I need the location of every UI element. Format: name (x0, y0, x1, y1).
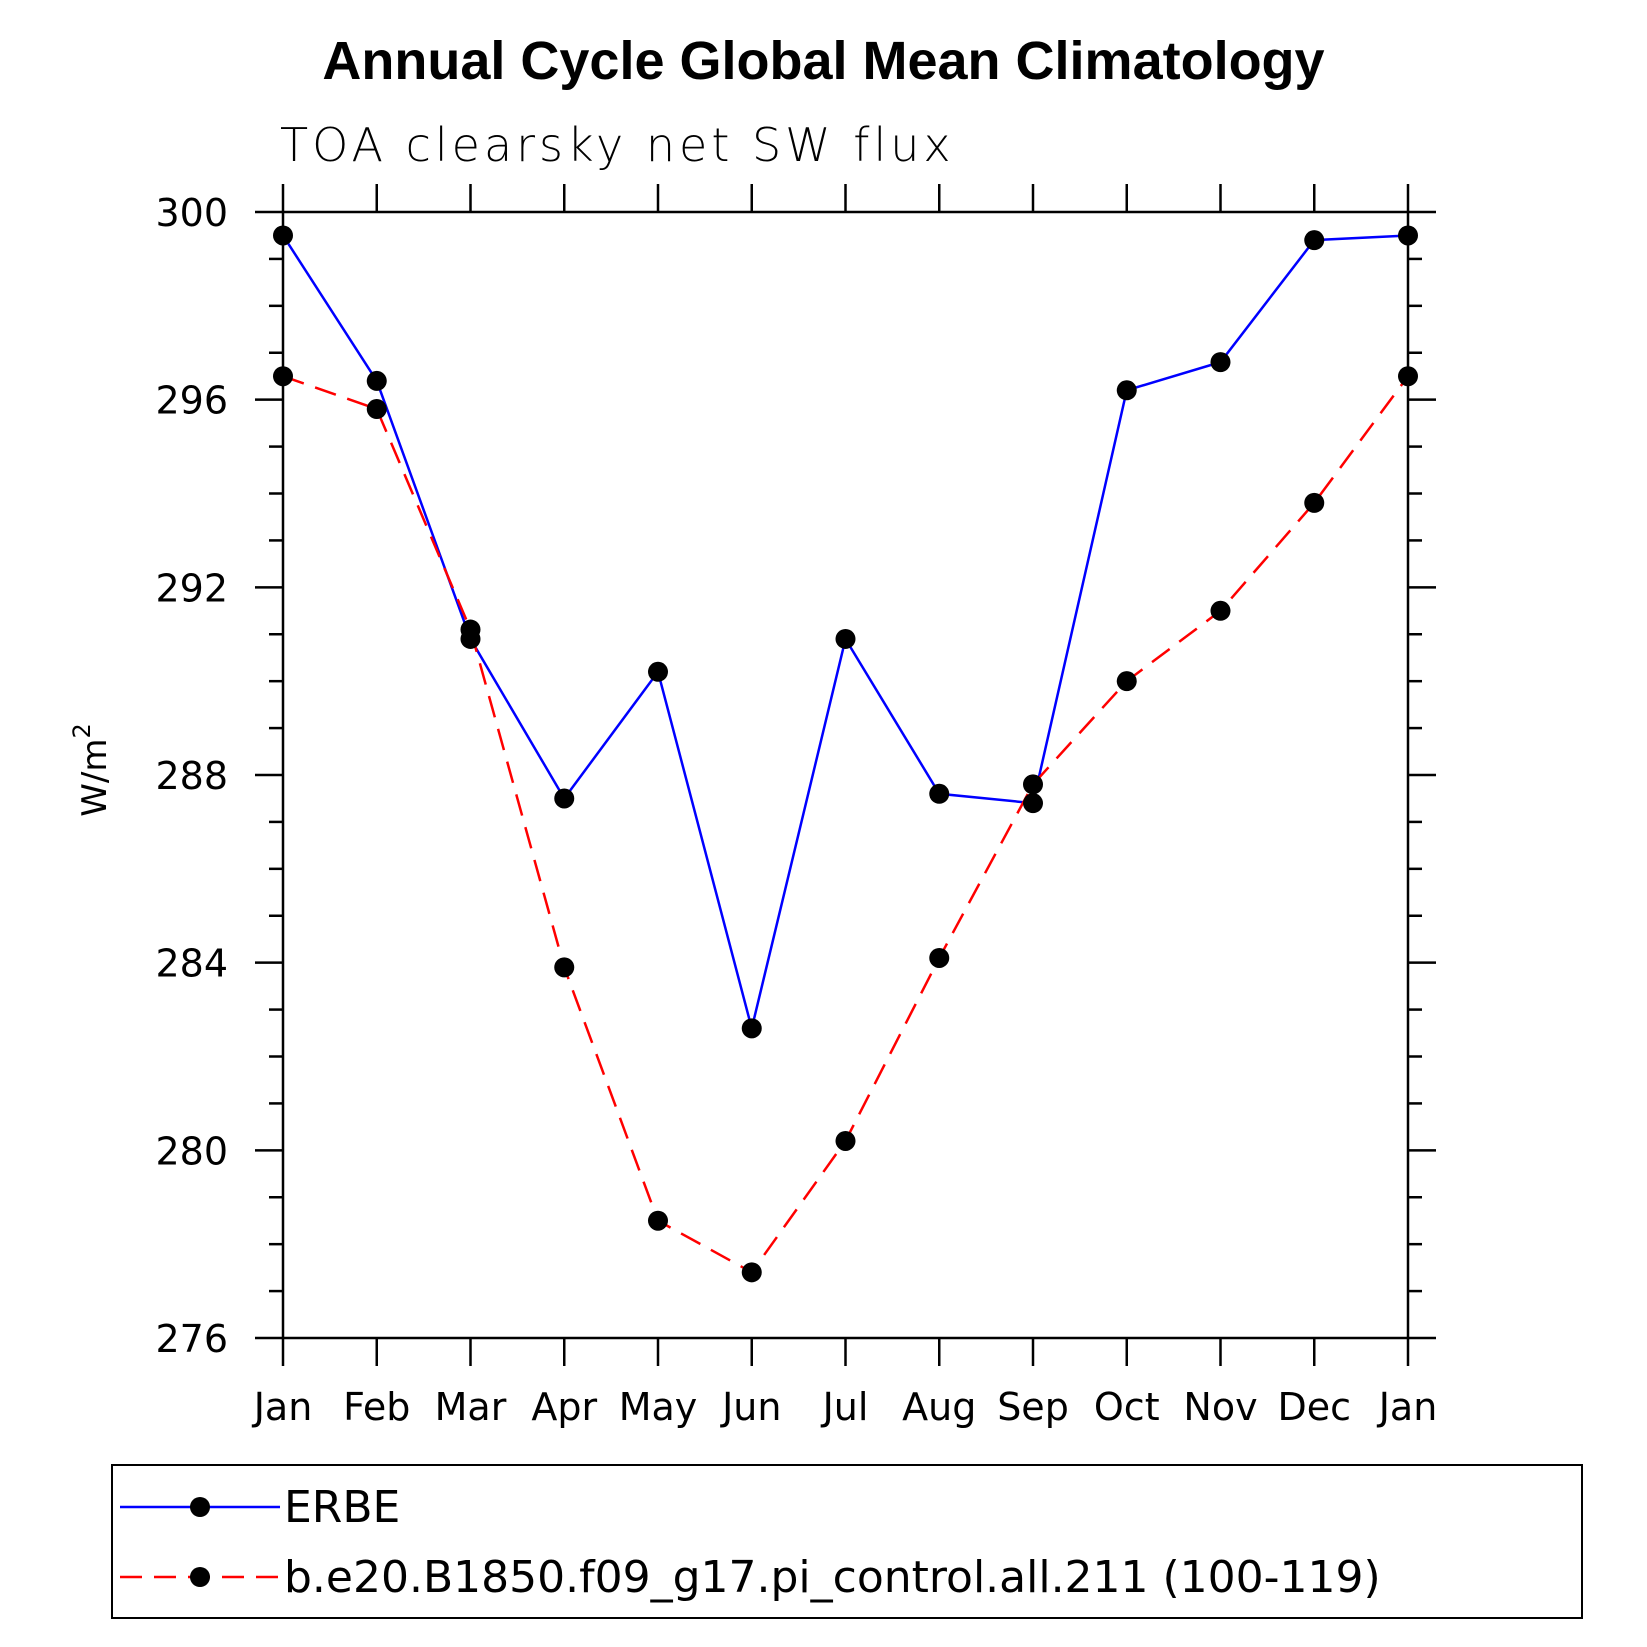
data-point-series-1 (835, 1130, 856, 1151)
x-tick-label: Jan (252, 1385, 313, 1429)
plot-border (281, 210, 1410, 1340)
x-tick-labels: Jan Feb Mar Apr May Jun Jul Aug Sep Oct Nov Dec Jan (252, 1385, 1438, 1429)
chart-subtitle: TOA clearsky net SW flux (280, 118, 955, 172)
x-tick-label: May (619, 1385, 698, 1429)
data-point-series-0 (741, 1018, 762, 1039)
data-point-series-0 (1398, 225, 1418, 246)
data-point-series-0 (1023, 793, 1043, 814)
x-tick-label: Sep (997, 1385, 1069, 1429)
series-lines (281, 234, 1410, 1274)
data-point-series-0 (648, 661, 668, 682)
y-tick-label: 284 (155, 942, 228, 986)
y-tick-label: 288 (155, 754, 228, 798)
y-axis-label: W/m2 (68, 723, 115, 816)
plot-frame (281, 210, 1410, 1340)
data-point-series-0 (1116, 380, 1137, 401)
data-point-series-0 (366, 370, 387, 391)
y-axis-label-text: W/m (75, 739, 115, 817)
data-point-series-0 (554, 788, 575, 809)
data-point-series-1 (1023, 774, 1043, 795)
legend-marker-0 (190, 1497, 210, 1517)
legend: ERBE b.e20.B1850.f09_g17.pi_control.all.2… (111, 1464, 1583, 1619)
data-point-series-1 (1116, 671, 1137, 692)
data-point-series-1 (366, 399, 387, 420)
data-point-series-1 (1304, 492, 1325, 513)
x-tick-label: Nov (1183, 1385, 1257, 1429)
chart-title: Annual Cycle Global Mean Climatology (322, 31, 1325, 91)
data-point-series-1 (554, 957, 575, 978)
data-point-series-0 (1210, 352, 1231, 373)
data-point-series-1 (1398, 366, 1418, 387)
x-tick-label: Jul (821, 1385, 869, 1429)
x-tick-label: Dec (1277, 1385, 1351, 1429)
y-tick-label: 276 (155, 1317, 228, 1361)
data-point-series-1 (929, 947, 950, 968)
axis-ticks (255, 184, 1436, 1366)
legend-label-0: ERBE (284, 1482, 400, 1533)
x-tick-label: Jun (720, 1385, 781, 1429)
legend-marker-1 (190, 1567, 210, 1587)
data-point-series-1 (273, 366, 293, 387)
y-tick-labels: 276 280 284 288 292 296 300 (155, 191, 228, 1361)
data-point-series-1 (648, 1210, 668, 1231)
y-tick-label: 292 (155, 566, 228, 610)
y-tick-label: 300 (155, 191, 228, 235)
x-tick-label: Aug (902, 1385, 976, 1429)
x-tick-label: Oct (1094, 1385, 1160, 1429)
data-point-series-1 (1210, 600, 1231, 621)
data-point-series-0 (1304, 230, 1325, 251)
x-tick-label: Apr (531, 1385, 597, 1429)
legend-box (111, 1464, 1583, 1619)
data-point-series-1 (741, 1262, 762, 1283)
y-tick-label: 296 (155, 379, 228, 423)
series-markers (273, 225, 1418, 1283)
y-tick-label: 280 (155, 1129, 228, 1173)
data-point-series-1 (460, 619, 481, 640)
x-tick-label: Jan (1377, 1385, 1438, 1429)
y-axis-label-superscript: 2 (68, 723, 96, 738)
x-tick-label: Mar (435, 1385, 507, 1429)
x-tick-label: Feb (343, 1385, 410, 1429)
legend-label-1: b.e20.B1850.f09_g17.pi_control.all.211 (… (284, 1552, 1381, 1603)
data-point-series-0 (273, 225, 293, 246)
data-point-series-0 (929, 783, 950, 804)
data-point-series-0 (835, 628, 856, 649)
